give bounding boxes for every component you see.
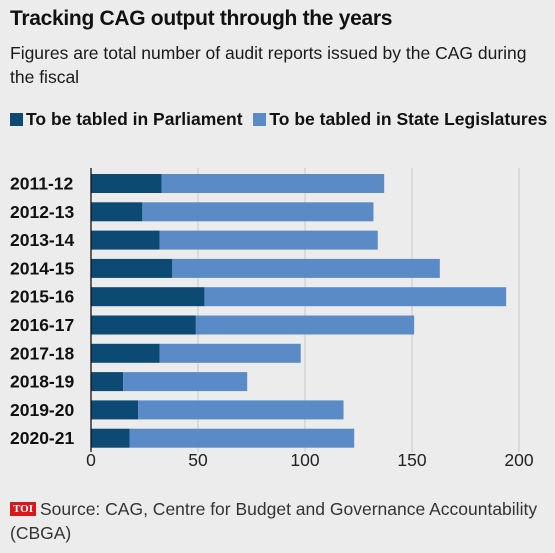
bar-parliament [91, 202, 143, 222]
bar-parliament [91, 428, 130, 448]
bar-state [204, 287, 507, 307]
bar-parliament [91, 315, 196, 335]
bar-parliament [91, 343, 160, 363]
bar-parliament [91, 230, 160, 250]
legend-label-parliament: To be tabled in Parliament [26, 109, 243, 129]
bar-state [195, 315, 415, 335]
legend-swatch-parliament [10, 113, 23, 126]
bar-state [159, 343, 301, 363]
category-label: 2015-16 [10, 287, 74, 307]
bar-parliament [91, 372, 124, 392]
category-label: 2013-14 [10, 230, 74, 250]
bar-state [123, 372, 248, 392]
category-label: 2014-15 [10, 258, 74, 278]
x-tick-label: 50 [188, 450, 208, 470]
chart-title: Tracking CAG output through the years [10, 7, 393, 30]
source-text: Source: CAG, Centre for Budget and Gover… [10, 499, 538, 543]
legend-item-state: To be tabled in State Legislatures [253, 109, 547, 129]
x-tick-label: 100 [290, 450, 319, 470]
toi-logo: TOI [10, 502, 36, 516]
x-tick-label: 150 [397, 450, 426, 470]
category-label: 2018-19 [10, 372, 74, 392]
bar-parliament [91, 258, 173, 278]
chart-subtitle: Figures are total number of audit report… [10, 43, 527, 87]
category-label: 2016-17 [10, 315, 74, 335]
category-label: 2017-18 [10, 343, 74, 363]
legend-swatch-state [253, 113, 267, 126]
x-tick-label: 0 [86, 450, 96, 470]
bar-parliament [91, 174, 162, 193]
bar-state [129, 428, 355, 448]
bar-parliament [91, 400, 139, 420]
category-label: 2011-12 [10, 174, 74, 194]
bar-state [138, 400, 344, 420]
category-label: 2012-13 [10, 202, 74, 222]
bar-parliament [91, 287, 205, 307]
bar-state [142, 202, 374, 222]
category-label: 2019-20 [10, 400, 74, 420]
category-label: 2020-21 [10, 428, 74, 448]
bar-state [172, 258, 440, 278]
legend: To be tabled in Parliament To be tabled … [10, 104, 550, 134]
bar-state [159, 230, 378, 250]
bar-state [161, 174, 385, 193]
source-note: TOI Source: CAG, Centre for Budget and Go… [10, 497, 550, 545]
legend-item-parliament: To be tabled in Parliament [10, 109, 243, 129]
legend-label-state: To be tabled in State Legislatures [269, 109, 548, 129]
x-tick-label: 200 [504, 450, 533, 470]
